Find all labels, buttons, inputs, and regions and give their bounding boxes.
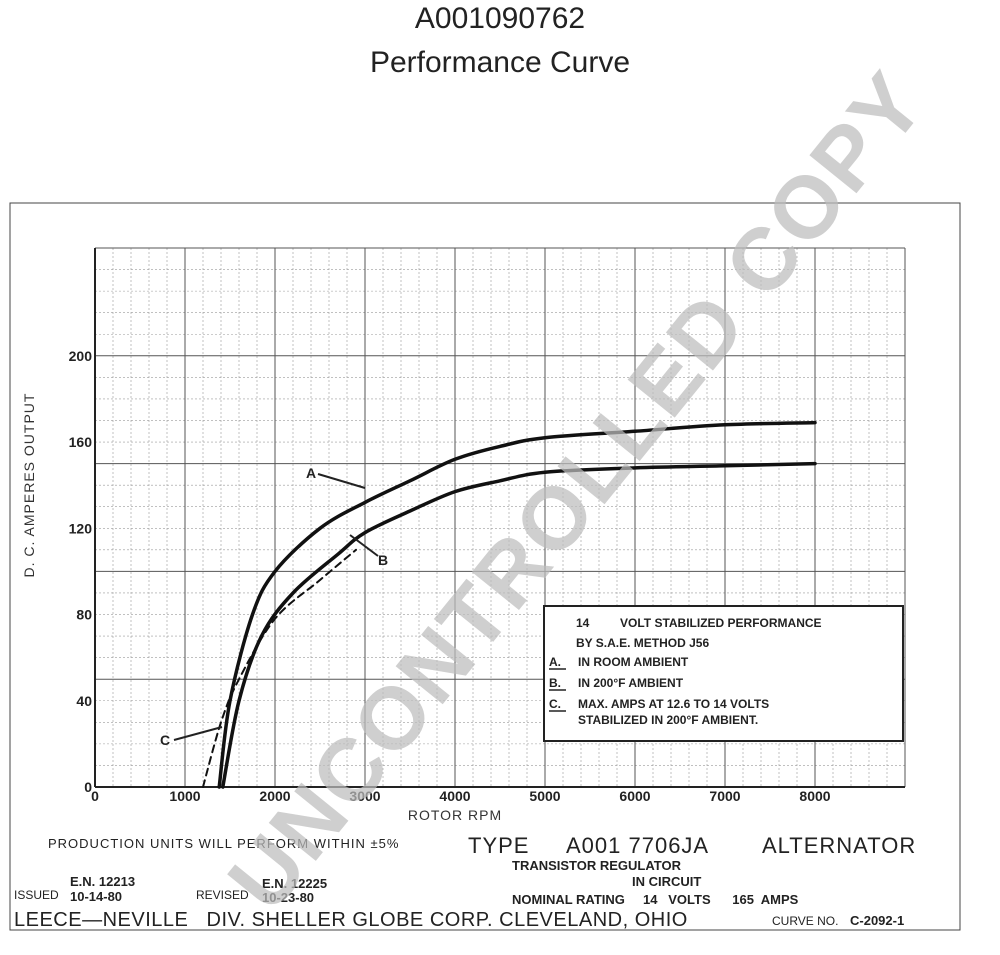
series-line-c	[202, 548, 357, 788]
callout-a-leader	[317, 473, 366, 489]
x-tick-label: 0	[91, 788, 99, 804]
legend-box	[543, 605, 904, 742]
legend-line-a: IN ROOM AMBIENT	[578, 655, 689, 669]
legend-line-2: BY S.A.E. METHOD J56	[576, 636, 709, 650]
company-line: LEECE—NEVILLE DIV. SHELLER GLOBE CORP. C…	[14, 909, 688, 931]
alternator-label: ALTERNATOR	[762, 833, 916, 858]
x-tick-label: 7000	[709, 788, 740, 804]
callout-c-leader	[173, 726, 223, 741]
chart-subtitle: Performance Curve	[369, 46, 631, 79]
x-tick-label: 4000	[439, 788, 470, 804]
y-tick-label: 0	[84, 779, 92, 795]
y-tick-label: 200	[69, 348, 93, 364]
legend-line-c: MAX. AMPS AT 12.6 TO 14 VOLTS	[578, 697, 769, 711]
y-tick-label: 120	[69, 520, 93, 536]
legend-key-a: A.	[549, 655, 561, 669]
x-tick-label: 2000	[259, 788, 290, 804]
drawing-frame	[9, 202, 961, 931]
en-revised: E.N. 12225	[262, 876, 327, 891]
legend-line-c2: STABILIZED IN 200°F AMBIENT.	[578, 713, 758, 727]
series-group	[202, 420, 817, 789]
grid-minor	[95, 248, 905, 787]
revised-date: 10-23-80	[262, 890, 314, 905]
y-tick-labels: 0 40 80 120 160 200	[69, 348, 93, 795]
curve-no-label: CURVE NO.	[772, 914, 838, 928]
production-note: PRODUCTION UNITS WILL PERFORM WITHIN ±5%	[48, 836, 399, 851]
legend-key-c: C.	[549, 697, 561, 711]
regulator-line-1: TRANSISTOR REGULATOR	[512, 858, 682, 873]
type-value: A001 7706JA	[566, 833, 709, 858]
x-axis-label: ROTOR RPM	[408, 807, 502, 823]
x-tick-label: 6000	[619, 788, 650, 804]
chart-title: A001090762	[414, 2, 586, 35]
x-tick-label: 8000	[799, 788, 830, 804]
curve-label-c: C	[160, 732, 170, 748]
legend-line-1: VOLT STABILIZED PERFORMANCE	[620, 616, 822, 630]
legend-key-1: 14	[576, 616, 590, 630]
x-tick-label: 1000	[169, 788, 200, 804]
series-line-a	[217, 420, 817, 789]
issued-date: 10-14-80	[70, 889, 122, 904]
curve-number: C-2092-1	[850, 913, 904, 928]
issued-label: ISSUED	[14, 888, 59, 902]
nominal-rating: NOMINAL RATING 14 VOLTS 165 AMPS	[512, 892, 799, 907]
curve-label-a: A	[306, 465, 316, 481]
x-tick-labels: 0 1000 2000 3000 4000 5000 6000 7000 8000	[91, 788, 831, 804]
curve-label-b: B	[378, 552, 388, 568]
x-tick-label: 5000	[529, 788, 560, 804]
y-axis-label: D. C. AMPERES OUTPUT	[21, 393, 37, 578]
legend: 14 VOLT STABILIZED PERFORMANCE BY S.A.E.…	[543, 605, 904, 742]
watermark: UNCONTROLLED COPY	[209, 53, 944, 928]
legend-key-b: B.	[549, 676, 561, 690]
y-tick-label: 80	[76, 607, 92, 623]
type-label: TYPE	[468, 833, 529, 858]
y-tick-label: 40	[76, 693, 92, 709]
revised-label: REVISED	[196, 888, 249, 902]
legend-line-b: IN 200°F AMBIENT	[578, 676, 684, 690]
axes	[94, 248, 905, 788]
callout-b-leader	[349, 534, 379, 557]
en-issued: E.N. 12213	[70, 874, 135, 889]
regulator-line-2: IN CIRCUIT	[632, 874, 701, 889]
y-tick-label: 160	[69, 434, 93, 450]
x-tick-label: 3000	[349, 788, 380, 804]
title-block: PRODUCTION UNITS WILL PERFORM WITHIN ±5%…	[14, 833, 916, 931]
